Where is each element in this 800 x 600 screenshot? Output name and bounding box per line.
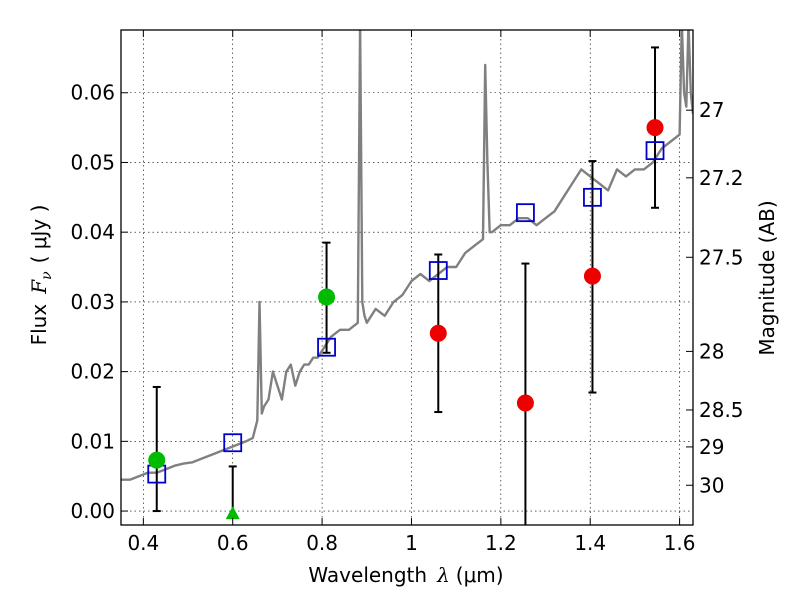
model-photometry-square	[583, 187, 602, 207]
y2-tick-label: 28.5	[699, 398, 744, 422]
y-tick-label: 0.05	[70, 150, 115, 174]
x-tick-label: 0.4	[127, 531, 159, 555]
x-tick-label: 1.4	[574, 531, 606, 555]
model-photometry-square	[223, 433, 243, 453]
y2-tick-label: 29	[699, 435, 724, 459]
x-axis-ticks: 0.4 0.6 0.8 1 1.2 1.4 1.6	[127, 30, 696, 555]
model-spectrum-layer	[121, 30, 693, 481]
y-axis-label: FluxFν( μJy )	[27, 205, 55, 346]
y2-tick-label: 27.5	[699, 245, 744, 269]
model-spectrum-line	[121, 30, 693, 481]
plot-frame	[120, 29, 694, 526]
marker-layer	[147, 119, 665, 520]
y-tick-label: 0.03	[70, 290, 115, 314]
x-tick-label: 1.2	[485, 531, 517, 555]
x-tick-label: 1	[405, 531, 418, 555]
x-tick-label: 1.6	[664, 531, 696, 555]
y2-tick-label: 27	[699, 98, 724, 122]
red-observed-point	[583, 267, 601, 285]
y-tick-label: 0.01	[70, 429, 115, 453]
red-observed-point	[429, 324, 447, 342]
x-tick-label: 0.8	[306, 531, 338, 555]
model-photometry-square	[428, 261, 448, 280]
model-photometry-square	[317, 337, 336, 357]
model-photometry-square	[516, 203, 535, 223]
errorbar-layer	[152, 46, 660, 525]
grid-lines	[121, 30, 693, 525]
y-axis-ticks: 0.00 0.01 0.02 0.03 0.04 0.05 0.06	[70, 81, 128, 523]
green-observed-point	[318, 288, 336, 306]
y-tick-label: 0.04	[70, 220, 115, 244]
y2-axis-ticks: 27 27.2 27.5 28 28.5 29 30	[686, 98, 744, 497]
y2-tick-label: 30	[699, 473, 724, 497]
y-tick-label: 0.02	[70, 360, 115, 384]
y2-axis-label: Magnitude (AB)	[755, 200, 779, 355]
red-observed-point	[646, 119, 664, 137]
y2-tick-label: 28	[699, 339, 724, 363]
model-photometry-square	[645, 141, 665, 161]
green-upper-limit-triangle	[225, 506, 240, 520]
y-tick-label: 0.00	[70, 499, 115, 523]
x-tick-label: 0.6	[217, 531, 249, 555]
y-tick-label: 0.06	[70, 81, 115, 105]
y2-tick-label: 27.2	[699, 166, 744, 190]
x-axis-label: Wavelength λ (μm)	[308, 563, 503, 587]
green-observed-point	[148, 451, 166, 469]
red-observed-point	[516, 394, 534, 412]
